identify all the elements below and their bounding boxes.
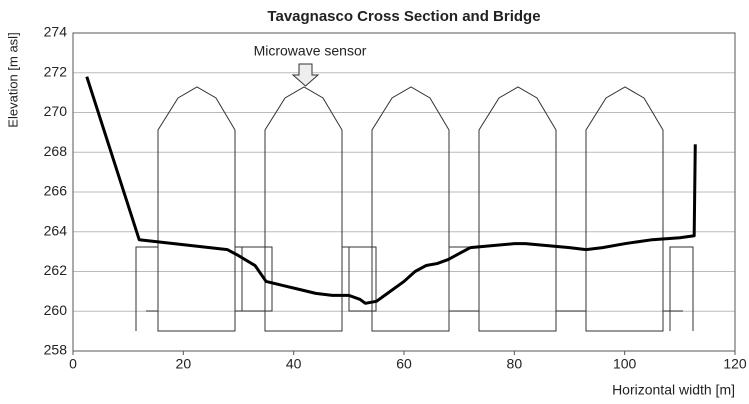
deck-box	[235, 246, 273, 312]
bridge	[135, 86, 694, 332]
x-tick-label: 0	[69, 356, 77, 372]
annotation: Microwave sensor	[254, 43, 367, 59]
abutment	[135, 246, 158, 331]
x-tick-label: 60	[396, 356, 412, 372]
abutment	[663, 246, 694, 331]
x-tick-label: 20	[176, 356, 192, 372]
plot	[85, 76, 697, 305]
grid	[73, 32, 735, 352]
pier	[585, 86, 664, 332]
y-tick-label: 270	[44, 103, 68, 119]
x-tick-label: 40	[286, 356, 302, 372]
chart-title: Tavagnasco Cross Section and Bridge	[267, 8, 540, 25]
pier	[157, 86, 236, 332]
y-tick-label: 274	[44, 24, 68, 40]
y-tick-label: 272	[44, 63, 68, 79]
x-tick-label: 120	[723, 356, 747, 372]
deck-box	[342, 246, 377, 312]
x-tick-label: 80	[507, 356, 523, 372]
pier	[264, 86, 343, 332]
y-tick-label: 260	[44, 302, 68, 318]
pier	[371, 86, 450, 332]
y-tick-label: 258	[44, 342, 68, 358]
x-axis-label: Horizontal width [m]	[612, 382, 735, 398]
y-tick-label: 264	[44, 222, 68, 238]
sensor-arrow	[291, 63, 320, 87]
cross-section-line	[85, 76, 697, 305]
x-tick-label: 100	[613, 356, 637, 372]
y-axis-label: Elevation [m asl]	[5, 32, 20, 127]
y-tick-label: 262	[44, 262, 68, 278]
pier	[478, 86, 557, 332]
y-tick-label: 268	[44, 143, 68, 159]
y-tick-label: 266	[44, 183, 68, 199]
